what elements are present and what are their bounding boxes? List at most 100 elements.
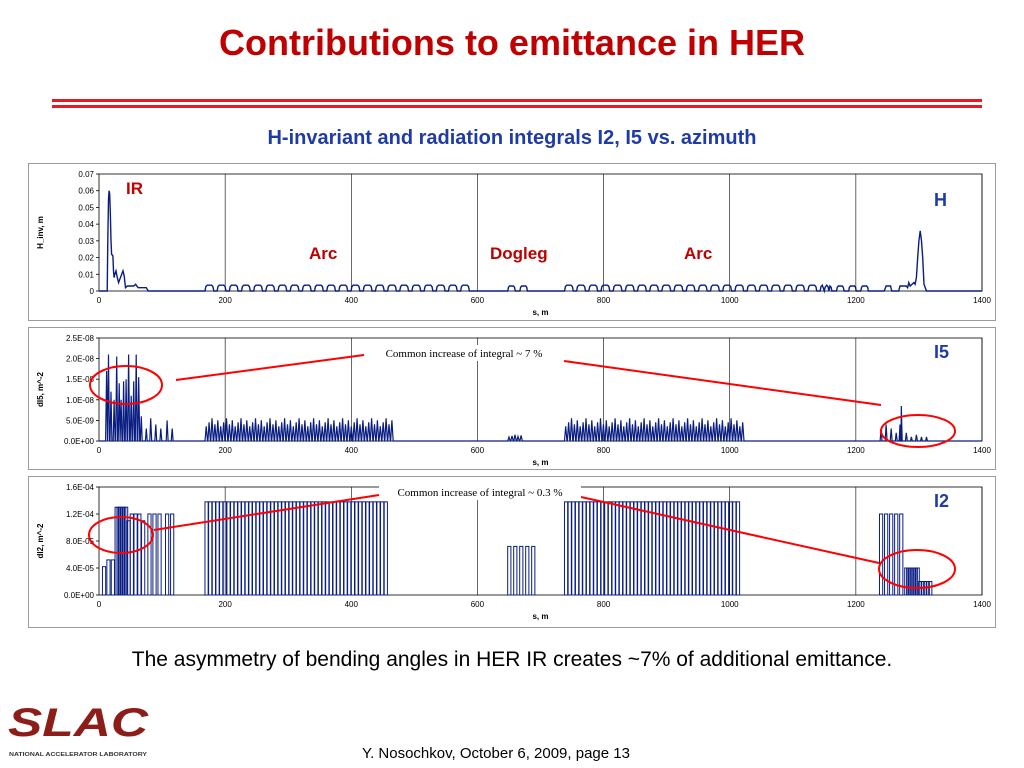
i2-bar — [147, 513, 152, 596]
h-y-tick-label: 0.04 — [78, 220, 94, 229]
h-plot-area — [98, 173, 983, 292]
h-series-label: H — [934, 190, 947, 210]
i2-bar — [604, 501, 609, 596]
i2-y-tick-label: 1.2E-04 — [66, 510, 95, 519]
i2-y-tick-label: 0.0E+00 — [64, 591, 95, 600]
h-y-tick-label: 0.05 — [78, 203, 94, 212]
i2-bar — [211, 501, 216, 596]
i2-bar — [626, 501, 631, 596]
i2-bar — [255, 501, 260, 596]
i2-bar — [525, 545, 530, 596]
i2-bar — [507, 545, 512, 596]
i2-bars — [101, 501, 933, 596]
i2-bar — [571, 501, 576, 596]
i2-x-tick-label: 1400 — [973, 600, 991, 609]
i2-bar — [124, 506, 129, 596]
i2-bar — [618, 501, 624, 596]
i2-bar — [706, 501, 711, 596]
i2-bar — [141, 520, 146, 596]
i2-callout-line-left — [153, 494, 380, 531]
i2-bar — [376, 501, 381, 596]
i2-bar — [295, 501, 301, 596]
i5-x-tick-label: 400 — [345, 446, 359, 455]
i5-x-tick-label: 1400 — [973, 446, 991, 455]
i2-chart-panel: 0 200 400 600 800 1000 1200 1400 0.0E+00 4.0E-05 8… — [28, 476, 996, 628]
i2-bar — [928, 581, 933, 596]
i5-end-highlight-ellipse — [880, 414, 956, 448]
i2-bar — [611, 501, 616, 596]
i5-y-tick-label: 2.0E-08 — [66, 355, 95, 364]
i2-bar — [343, 501, 348, 596]
i2-bar — [695, 501, 700, 596]
i2-bar — [361, 501, 366, 596]
h-y-tick-label: 0.02 — [78, 254, 94, 263]
i2-bar — [299, 501, 304, 596]
i2-bar — [262, 501, 268, 596]
i2-bar — [600, 501, 605, 596]
i2-bar — [137, 513, 142, 596]
h-x-tick-label: 400 — [345, 296, 359, 305]
i2-plot-area — [98, 486, 983, 596]
i2-bar — [702, 501, 708, 596]
i2-bar — [152, 513, 157, 596]
i2-end-highlight-ellipse — [878, 549, 956, 589]
i2-bar — [519, 545, 524, 596]
i2-bar — [531, 545, 536, 596]
h-y-tick-label: 0.06 — [78, 187, 94, 196]
i2-bar — [644, 501, 649, 596]
i2-bar — [622, 501, 627, 596]
slac-logo-caption: NATIONAL ACCELERATOR LABORATORY — [9, 752, 147, 758]
i2-y-tick-label: 8.0E-05 — [66, 537, 95, 546]
i2-x-tick-label: 600 — [471, 600, 485, 609]
i2-bar — [582, 501, 587, 596]
i2-bar — [673, 501, 678, 596]
i2-bar — [157, 513, 162, 596]
i5-x-tick-label: 1000 — [721, 446, 739, 455]
i2-bar — [721, 501, 726, 596]
i2-bar — [578, 501, 583, 596]
i5-callout-box — [365, 345, 563, 361]
i2-x-tick-label: 0 — [97, 600, 102, 609]
i2-y-tick-label: 4.0E-05 — [66, 564, 95, 573]
i2-bar — [273, 501, 279, 596]
i5-y-tick-label: 1.5E-08 — [66, 375, 95, 384]
i2-bar — [288, 501, 293, 596]
i2-callout-line-right — [580, 496, 880, 564]
i5-callout-text: Common increase of integral ~ 7 % — [386, 348, 543, 360]
i2-bar — [670, 501, 675, 596]
i2-callout-text: Common increase of integral ~ 0.3 % — [397, 487, 562, 499]
i2-y-axis-label: dI2, m^-2 — [36, 523, 45, 558]
title-rule-bottom — [52, 105, 982, 108]
i5-ir-highlight-ellipse — [89, 365, 163, 405]
i5-y-tick-label: 2.5E-08 — [66, 334, 95, 343]
slac-logo: SLAC NATIONAL ACCELERATOR LABORATORY — [8, 701, 149, 758]
i2-bar — [133, 513, 138, 596]
conclusion-text: The asymmetry of bending angles in HER I… — [131, 648, 893, 671]
i2-bar — [303, 501, 308, 596]
h-series-line — [99, 190, 982, 294]
i2-x-tick-label: 1000 — [721, 600, 739, 609]
i2-x-tick-label: 1200 — [847, 600, 865, 609]
i2-bar — [332, 501, 337, 596]
title-rule-top — [52, 99, 982, 102]
i2-bar — [878, 513, 884, 596]
i2-bar — [884, 513, 889, 596]
i5-x-tick-label: 0 — [97, 446, 102, 455]
i2-bar — [655, 501, 660, 596]
i5-x-tick-label: 600 — [471, 446, 485, 455]
footer-text: Y. Nosochkov, October 6, 2009, page 13 — [362, 745, 630, 762]
i2-bar — [284, 501, 290, 596]
i2-bar — [596, 501, 602, 596]
i2-bar — [281, 501, 286, 596]
i2-bar — [106, 559, 111, 596]
i2-bar — [317, 501, 323, 596]
slide-subtitle: H-invariant and radiation integrals I2, … — [267, 127, 757, 149]
h-y-tick-label: 0.01 — [78, 270, 94, 279]
i2-y-tick-label: 1.6E-04 — [66, 483, 95, 492]
i2-bar — [589, 501, 594, 596]
h-x-tick-label: 1400 — [973, 296, 991, 305]
i5-chart-panel: 0 200 400 600 800 1000 1200 1400 0.0E+00 5.0E-09 1… — [28, 327, 996, 470]
i2-bar — [372, 501, 377, 596]
annotation-dogleg: Dogleg — [490, 244, 548, 263]
i2-bar — [270, 501, 275, 596]
